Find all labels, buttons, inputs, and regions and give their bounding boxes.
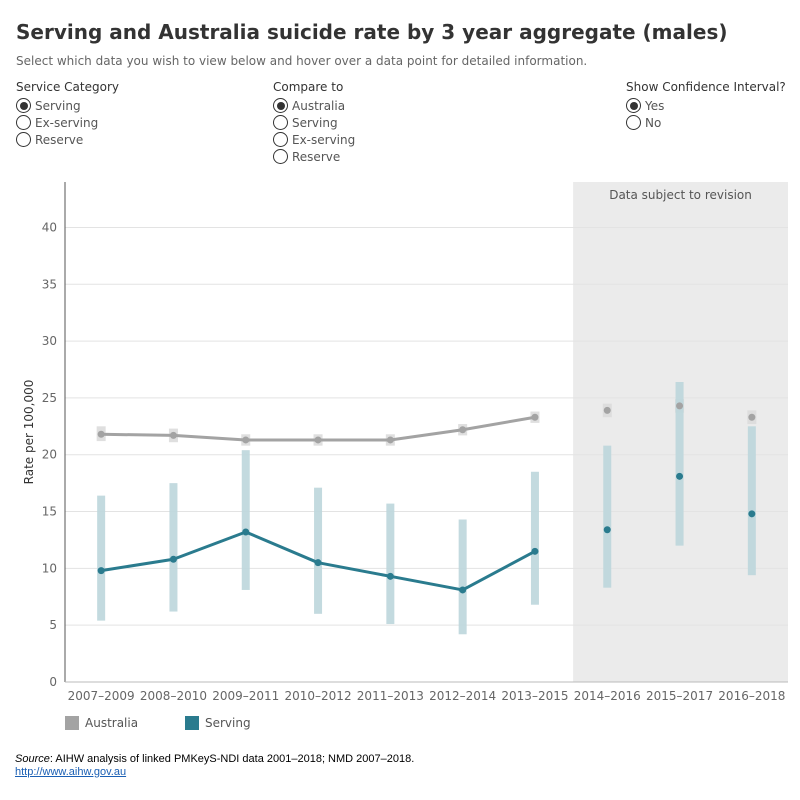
data-point-serving — [97, 567, 105, 575]
y-tick-label: 30 — [42, 334, 57, 348]
radio-button[interactable] — [273, 98, 288, 113]
radio-button[interactable] — [273, 149, 288, 164]
ci-bar-serving — [386, 503, 395, 625]
radio-label: Australia — [292, 98, 346, 113]
source-label: Source — [15, 753, 50, 765]
radio-label: Reserve — [35, 132, 84, 147]
y-tick-label: 5 — [49, 618, 57, 632]
radio-option-ex-serving[interactable]: Ex-serving — [273, 131, 355, 148]
ci-bar-serving — [314, 487, 323, 614]
radio-option-reserve[interactable]: Reserve — [16, 131, 119, 148]
ci-bar-serving — [458, 519, 467, 635]
data-point-serving — [386, 572, 394, 580]
radio-option-australia[interactable]: Australia — [273, 97, 355, 114]
x-tick-label: 2011–2013 — [357, 689, 424, 703]
legend-label-australia: Australia — [85, 716, 139, 730]
radio-label: Reserve — [292, 149, 341, 164]
data-point-australia — [531, 413, 539, 421]
y-tick-label: 25 — [42, 391, 57, 405]
data-point-serving — [676, 472, 684, 480]
radio-label: Yes — [645, 98, 665, 113]
x-tick-label: 2014–2016 — [574, 689, 641, 703]
compare-to-label: Compare to — [273, 80, 344, 94]
data-point-australia — [748, 413, 756, 421]
x-tick-label: 2007–2009 — [68, 689, 135, 703]
ci-bar-serving — [241, 450, 250, 590]
x-tick-label: 2009–2011 — [212, 689, 279, 703]
data-point-australia — [314, 436, 322, 444]
data-point-australia — [97, 430, 105, 438]
legend-swatch-australia — [65, 716, 79, 730]
radio-option-yes[interactable]: Yes — [626, 97, 786, 114]
radio-button[interactable] — [16, 115, 31, 130]
data-point-australia — [603, 406, 611, 414]
data-point-serving — [242, 528, 250, 536]
ci-bar-serving — [603, 445, 612, 588]
data-point-serving — [603, 526, 611, 534]
compare-to-group: Compare to Australia Serving Ex-serving … — [273, 80, 355, 165]
radio-option-no[interactable]: No — [626, 114, 786, 131]
ci-bar-serving — [530, 471, 539, 605]
data-point-serving — [748, 510, 756, 518]
data-point-serving — [459, 586, 467, 594]
chart-title: Serving and Australia suicide rate by 3 … — [16, 20, 728, 44]
radio-label: Serving — [35, 98, 81, 113]
y-tick-label: 40 — [42, 220, 57, 234]
radio-option-ex-serving[interactable]: Ex-serving — [16, 114, 119, 131]
line-chart: Data subject to revision 0 5 10 15 20 25 30 35 40… — [22, 182, 788, 703]
radio-button[interactable] — [273, 115, 288, 130]
source-note: Source: AIHW analysis of linked PMKeyS-N… — [15, 753, 414, 765]
data-point-australia — [459, 426, 467, 434]
radio-button[interactable] — [626, 98, 641, 113]
ci-bar-serving — [169, 483, 178, 612]
ci-bar-serving — [675, 382, 684, 546]
data-point-australia — [169, 431, 177, 439]
radio-button[interactable] — [626, 115, 641, 130]
ci-bar-serving — [97, 495, 106, 621]
legend-swatch-serving — [185, 716, 199, 730]
ci-bar-serving — [747, 426, 756, 576]
radio-label: No — [645, 115, 662, 130]
radio-option-serving[interactable]: Serving — [273, 114, 355, 131]
x-tick-label: 2010–2012 — [285, 689, 352, 703]
service-category-label: Service Category — [16, 80, 119, 94]
y-tick-label: 15 — [42, 505, 57, 519]
legend-item-serving[interactable]: Serving — [185, 716, 251, 730]
data-point-australia — [386, 436, 394, 444]
confidence-interval-label: Show Confidence Interval? — [626, 80, 786, 94]
data-point-australia — [242, 436, 250, 444]
x-tick-label: 2013–2015 — [501, 689, 568, 703]
radio-label: Serving — [292, 115, 338, 130]
y-tick-label: 0 — [49, 675, 57, 689]
radio-button[interactable] — [273, 132, 288, 147]
revision-annotation: Data subject to revision — [609, 188, 752, 202]
radio-label: Ex-serving — [292, 132, 356, 147]
y-tick-label: 10 — [42, 561, 57, 575]
radio-option-serving[interactable]: Serving — [16, 97, 119, 114]
x-tick-label: 2008–2010 — [140, 689, 207, 703]
aihw-link[interactable]: http://www.aihw.gov.au — [15, 766, 127, 778]
legend-item-australia[interactable]: Australia — [65, 716, 138, 730]
radio-button[interactable] — [16, 132, 31, 147]
x-tick-label: 2016–2018 — [718, 689, 785, 703]
y-tick-label: 20 — [42, 448, 57, 462]
data-point-serving — [531, 547, 539, 555]
legend-label-serving: Serving — [205, 716, 251, 730]
radio-label: Ex-serving — [35, 115, 99, 130]
service-category-group: Service Category Serving Ex-serving Rese… — [16, 80, 119, 148]
x-tick-label: 2015–2017 — [646, 689, 713, 703]
radio-button[interactable] — [16, 98, 31, 113]
data-point-serving — [169, 555, 177, 563]
y-tick-label: 35 — [42, 277, 57, 291]
source-text: : AIHW analysis of linked PMKeyS-NDI dat… — [49, 753, 415, 765]
data-point-australia — [676, 402, 684, 410]
x-tick-label: 2012–2014 — [429, 689, 496, 703]
confidence-interval-group: Show Confidence Interval? Yes No — [626, 80, 786, 131]
data-point-serving — [314, 559, 322, 567]
radio-option-reserve[interactable]: Reserve — [273, 148, 355, 165]
y-axis-label: Rate per 100,000 — [22, 380, 36, 485]
chart-subtitle: Select which data you wish to view below… — [16, 54, 588, 68]
